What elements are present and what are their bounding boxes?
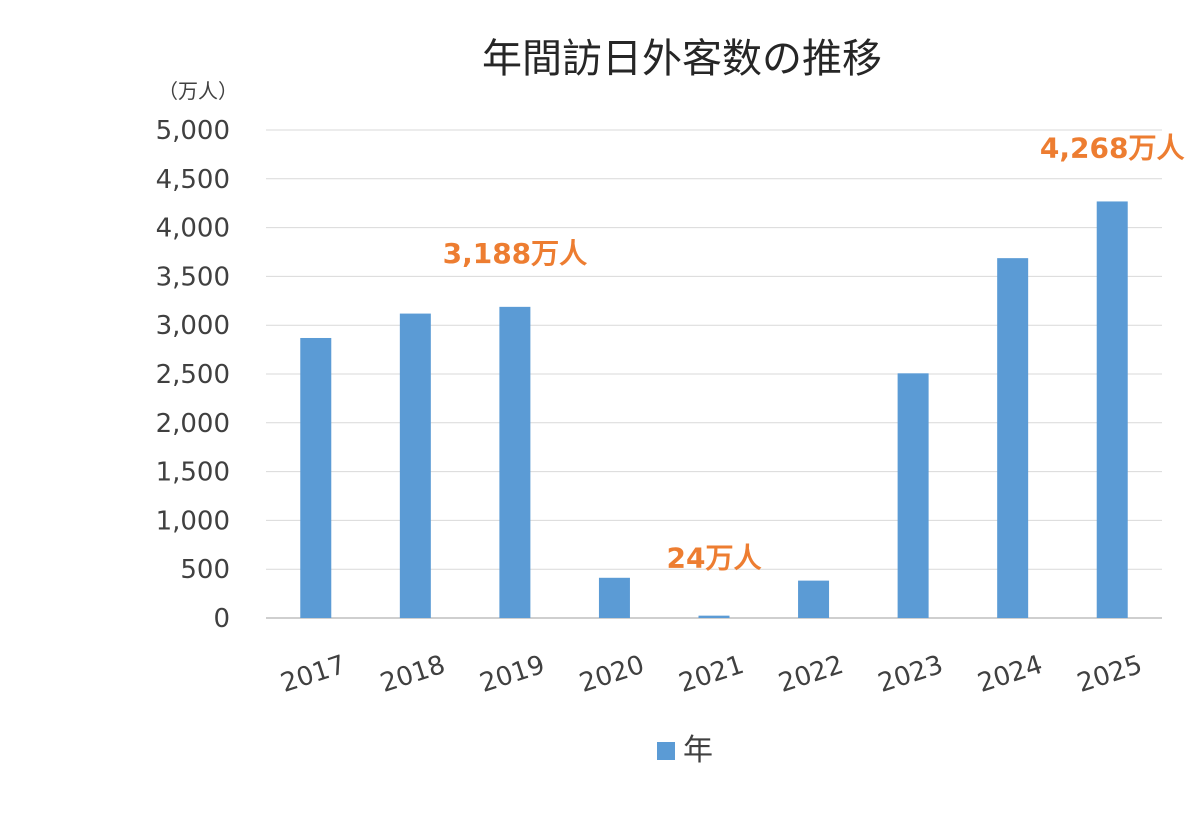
legend: 年 bbox=[657, 733, 713, 768]
x-tick-label: 2025 bbox=[1074, 650, 1146, 699]
y-tick-label: 4,500 bbox=[156, 165, 230, 195]
x-tick-label: 2024 bbox=[974, 650, 1046, 699]
legend-swatch bbox=[657, 742, 675, 760]
x-tick-label: 2023 bbox=[875, 650, 947, 699]
y-tick-label: 0 bbox=[213, 604, 230, 634]
y-tick-label: 2,000 bbox=[156, 409, 230, 439]
bar-2022 bbox=[798, 580, 830, 618]
y-tick-label: 5,000 bbox=[156, 116, 230, 146]
x-tick-label: 2019 bbox=[476, 650, 548, 699]
bar-2025 bbox=[1096, 201, 1128, 618]
legend-label: 年 bbox=[683, 733, 713, 768]
bar-2021 bbox=[698, 615, 730, 618]
y-tick-label: 3,500 bbox=[156, 262, 230, 292]
x-axis-ticks: 2017 2018 2019 2020 2021 2022 2023 2024 2025 bbox=[277, 650, 1146, 699]
y-tick-label: 2,500 bbox=[156, 360, 230, 390]
bar-2023 bbox=[897, 373, 929, 618]
x-tick-label: 2020 bbox=[576, 650, 648, 699]
bar-2019 bbox=[499, 306, 531, 618]
annotation-label: 24万人 bbox=[667, 542, 762, 575]
y-tick-label: 1,000 bbox=[156, 506, 230, 536]
x-tick-label: 2022 bbox=[775, 650, 847, 699]
bars bbox=[300, 201, 1128, 618]
bar-2020 bbox=[598, 577, 630, 618]
x-tick-label: 2017 bbox=[277, 650, 349, 699]
annotations: 3,188万人 24万人 4,268万人 bbox=[443, 131, 1185, 574]
bar-2018 bbox=[399, 313, 431, 618]
annotation-label: 4,268万人 bbox=[1040, 131, 1185, 164]
y-axis-ticks: 0 500 1,000 1,500 2,000 2,500 3,000 3,500 4,000 4… bbox=[156, 116, 230, 634]
bar-2024 bbox=[997, 258, 1029, 618]
bar-2017 bbox=[300, 337, 332, 618]
y-tick-label: 500 bbox=[180, 555, 230, 585]
y-axis-unit-label: （万人） bbox=[158, 79, 238, 103]
chart-title: 年間訪日外客数の推移 bbox=[482, 36, 882, 82]
x-tick-label: 2021 bbox=[675, 650, 747, 699]
x-tick-label: 2018 bbox=[377, 650, 449, 699]
y-tick-label: 3,000 bbox=[156, 311, 230, 341]
y-tick-label: 1,500 bbox=[156, 458, 230, 488]
annotation-label: 3,188万人 bbox=[443, 237, 588, 270]
y-tick-label: 4,000 bbox=[156, 214, 230, 244]
